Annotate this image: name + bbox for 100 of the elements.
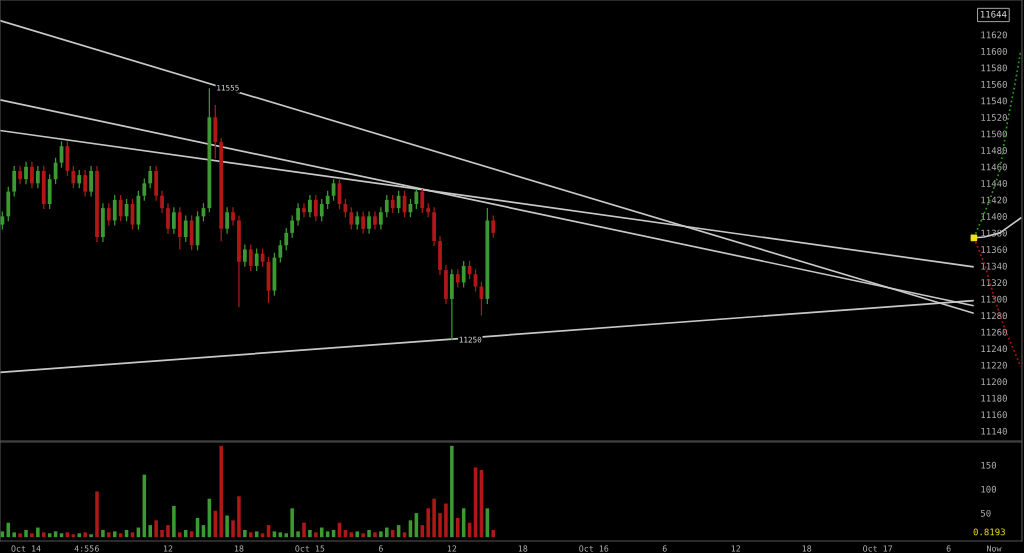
bar [237, 496, 241, 538]
y-tick-label: 11320 [981, 279, 1007, 287]
bar [172, 505, 176, 538]
bar [450, 445, 454, 538]
y-tick-label: 11340 [981, 262, 1007, 270]
y-tick-label: 11240 [981, 345, 1007, 353]
bar [248, 532, 253, 538]
bar [426, 508, 430, 538]
candlestick [296, 202, 300, 227]
bar [18, 533, 22, 538]
bar [438, 513, 442, 538]
bar [231, 520, 235, 538]
candlestick [18, 165, 22, 185]
bar [444, 503, 448, 538]
bar [367, 529, 371, 538]
bar [89, 534, 93, 538]
candlestick [12, 165, 17, 198]
x-tick-label: Oct 14 [11, 545, 41, 552]
bar [308, 529, 312, 538]
bar [24, 529, 28, 538]
candlestick [491, 214, 496, 239]
bar [160, 529, 164, 538]
bar [284, 533, 289, 538]
bar [0, 531, 5, 538]
candlestick [254, 247, 259, 272]
bar [36, 527, 40, 538]
candlestick [83, 169, 88, 198]
x-tick-label: 18 [234, 545, 244, 552]
y-tick-label: 100 [981, 485, 997, 493]
candlestick [35, 165, 40, 189]
y-tick-label: 11480 [981, 147, 1007, 154]
candlestick [461, 260, 466, 289]
candlestick [384, 194, 389, 218]
candlestick [148, 165, 153, 189]
candlestick [242, 243, 247, 268]
bar [456, 517, 460, 538]
bar [77, 533, 82, 538]
candlestick [166, 202, 170, 235]
candlestick [225, 206, 229, 235]
candlestick [89, 165, 93, 198]
y-tick-label: 11160 [981, 411, 1007, 419]
x-tick-label: 4:55 [74, 545, 94, 552]
bar [112, 531, 117, 538]
candlestick [30, 161, 34, 189]
y-tick-label: 11260 [981, 328, 1007, 336]
bar [243, 529, 247, 538]
candlestick [302, 202, 306, 218]
y-tick-label: 11200 [981, 378, 1007, 386]
bar [314, 532, 318, 538]
bar [12, 532, 16, 538]
y-tick-label: 11460 [981, 163, 1007, 171]
bar [30, 533, 34, 538]
bar [272, 531, 277, 538]
candlestick [355, 210, 360, 231]
x-tick-label: Oct 16 [579, 545, 609, 552]
bar [290, 508, 294, 538]
bar [101, 529, 105, 538]
bar [355, 531, 359, 538]
candlestick [106, 202, 111, 227]
bar [107, 532, 111, 538]
candlestick [319, 198, 324, 222]
annotation: 0.8193 [973, 528, 1005, 536]
x-tick-label: Oct 15 [295, 545, 325, 552]
candlestick [455, 268, 460, 289]
bar [219, 445, 223, 538]
candlestick [414, 188, 419, 210]
bar [83, 532, 87, 538]
bar [379, 531, 383, 538]
candlestick [278, 239, 283, 264]
candlestick [71, 165, 76, 189]
candlestick [183, 214, 188, 243]
y-tick-label: 11560 [981, 80, 1007, 88]
candlestick [420, 188, 425, 214]
y-tick-label: 11620 [981, 31, 1007, 39]
bar [254, 531, 259, 538]
candlestick [171, 206, 176, 235]
y-tick-label: 11600 [981, 47, 1007, 55]
candlestick [284, 227, 289, 251]
bar [53, 531, 58, 538]
y-tick-label: 11540 [981, 97, 1007, 105]
bar [178, 532, 182, 538]
candlestick [112, 194, 117, 227]
x-tick-label: 18 [802, 545, 812, 552]
candlestick [118, 194, 123, 222]
x-tick-label: 12 [163, 545, 173, 552]
bar [319, 527, 324, 538]
candlestick [248, 243, 253, 272]
y-tick-label: 11300 [981, 295, 1007, 303]
bar [325, 531, 330, 538]
candlestick [24, 161, 28, 185]
y-tick-label: 11220 [981, 361, 1007, 369]
candlestick [373, 210, 377, 231]
candlestick [378, 206, 383, 231]
y-tick-label: 150 [981, 461, 997, 469]
bar [491, 529, 496, 538]
bar [71, 534, 76, 538]
bar [154, 520, 158, 538]
candlestick [349, 206, 354, 231]
bar [166, 525, 170, 538]
candlestick [390, 194, 395, 214]
